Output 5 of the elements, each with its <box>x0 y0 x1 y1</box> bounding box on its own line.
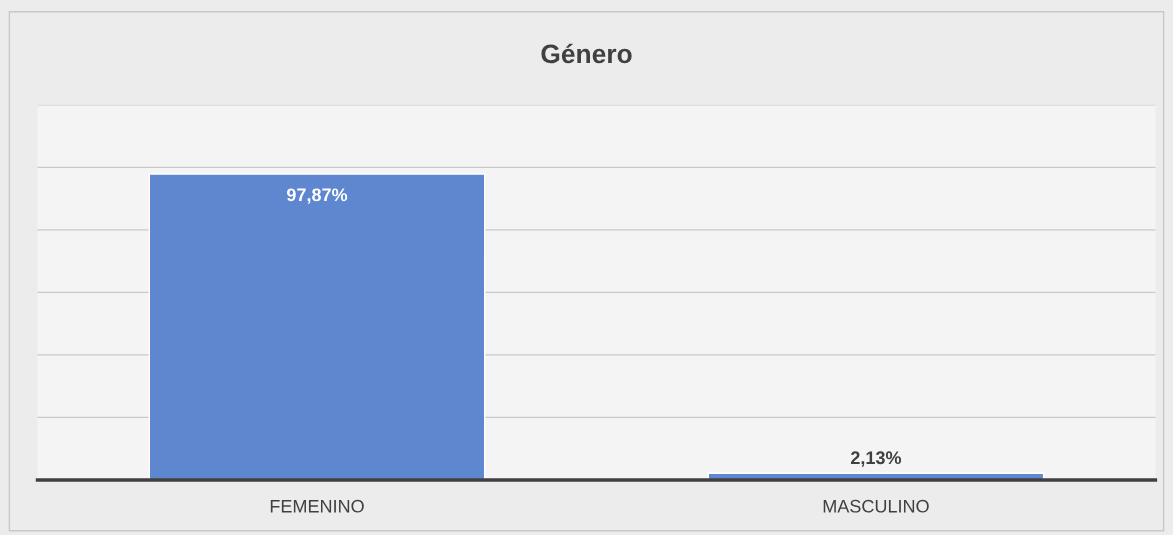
x-tick-label: MASCULINO <box>823 499 929 513</box>
data-label: 2,13% <box>850 451 902 467</box>
data-label: 97,87% <box>287 188 348 204</box>
x-tick-label: FEMENINO <box>270 499 364 513</box>
chart-title: Género <box>541 43 632 64</box>
